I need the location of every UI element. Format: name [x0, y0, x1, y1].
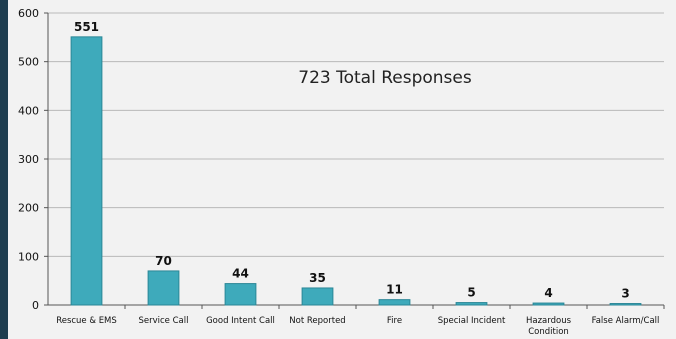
data-label: 5 [467, 286, 475, 300]
bar [147, 270, 180, 306]
y-tick-label: 600 [18, 7, 39, 20]
data-label: 551 [74, 20, 99, 34]
category-labels: Rescue & EMS Service Call Good Intent Call… [56, 316, 659, 337]
data-label: 4 [544, 286, 552, 300]
y-tick-label: 100 [18, 250, 39, 263]
y-tick-label: 200 [18, 202, 39, 215]
data-label: 35 [309, 271, 326, 285]
bars [70, 36, 642, 306]
chart-background [8, 0, 676, 339]
y-tick-label: 300 [18, 153, 39, 166]
category-label: Rescue & EMS [56, 316, 117, 326]
bar [609, 303, 642, 306]
bar [455, 302, 488, 306]
category-label: False Alarm/Call [592, 316, 660, 326]
total-responses-annotation: 723 Total Responses [298, 68, 472, 88]
y-tick-label: 400 [18, 104, 39, 117]
data-label: 3 [621, 287, 629, 301]
gridlines [48, 12, 664, 257]
bar [301, 287, 334, 306]
category-label: Good Intent Call [206, 316, 275, 326]
category-label: Special Incident [438, 316, 506, 326]
data-label: 44 [232, 267, 249, 281]
bar [70, 36, 103, 306]
bar [224, 283, 257, 306]
y-tick-label: 500 [18, 56, 39, 69]
category-label: Hazardous Condition [526, 316, 572, 337]
data-label: 70 [155, 254, 172, 268]
bar [532, 302, 565, 306]
category-label: Fire [387, 316, 402, 326]
category-label: Not Reported [289, 316, 345, 326]
category-label: Service Call [139, 316, 189, 326]
y-tick-label: 0 [32, 299, 39, 312]
data-label: 11 [386, 283, 403, 297]
data-labels: 551 70 44 35 11 5 4 3 [74, 20, 630, 301]
bar [378, 299, 411, 306]
